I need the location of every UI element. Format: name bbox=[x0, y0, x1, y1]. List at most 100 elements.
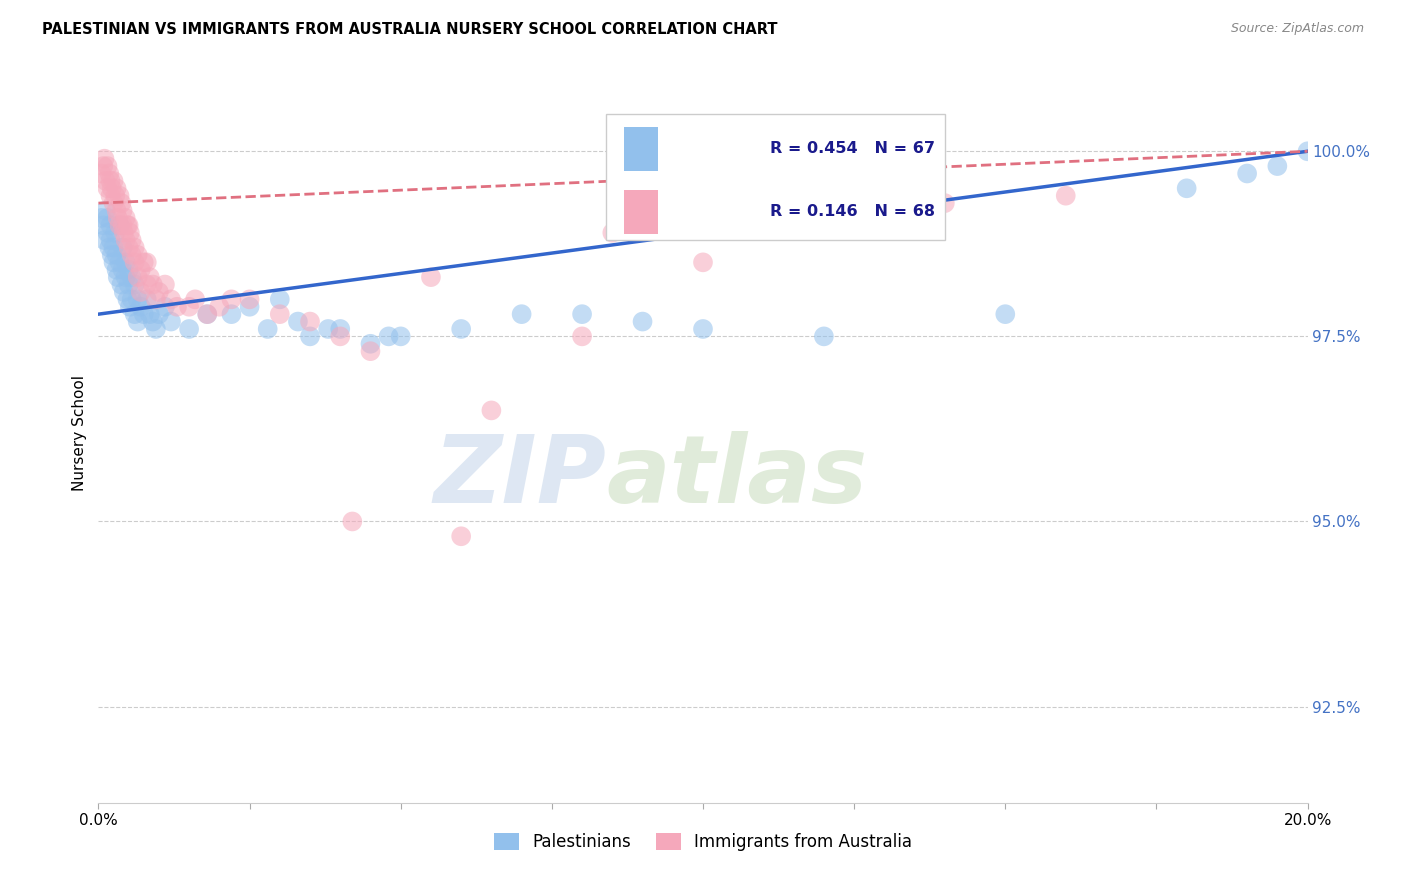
Text: Source: ZipAtlas.com: Source: ZipAtlas.com bbox=[1230, 22, 1364, 36]
Point bbox=[221, 293, 243, 307]
Point bbox=[1175, 181, 1198, 195]
Point bbox=[129, 285, 152, 299]
Point bbox=[100, 181, 122, 195]
Point bbox=[96, 181, 118, 195]
Point bbox=[692, 322, 714, 336]
Point bbox=[105, 203, 128, 218]
Point bbox=[121, 248, 143, 262]
Bar bbox=[624, 190, 658, 234]
Point bbox=[129, 262, 152, 277]
Point bbox=[239, 300, 262, 314]
Point bbox=[111, 262, 134, 277]
Point bbox=[114, 233, 136, 247]
Point bbox=[118, 300, 141, 314]
Point bbox=[114, 270, 136, 285]
Point bbox=[114, 211, 136, 225]
Point bbox=[139, 307, 162, 321]
Point bbox=[127, 315, 149, 329]
Point bbox=[1296, 145, 1319, 159]
Point bbox=[90, 167, 112, 181]
Point bbox=[108, 219, 131, 233]
Point bbox=[96, 159, 118, 173]
Point bbox=[121, 233, 143, 247]
Bar bbox=[624, 127, 658, 171]
Point bbox=[299, 329, 322, 343]
Point bbox=[111, 241, 134, 255]
Point bbox=[571, 329, 593, 343]
Point bbox=[135, 277, 157, 292]
Point bbox=[108, 255, 131, 269]
Point bbox=[103, 174, 125, 188]
Point bbox=[692, 255, 714, 269]
Point bbox=[94, 174, 117, 188]
Point bbox=[108, 219, 131, 233]
Point bbox=[124, 255, 146, 269]
Point bbox=[1267, 159, 1289, 173]
Point bbox=[103, 241, 125, 255]
Point bbox=[148, 285, 170, 299]
Point bbox=[103, 255, 125, 269]
Point bbox=[208, 300, 231, 314]
Point bbox=[360, 344, 382, 359]
Point bbox=[360, 336, 382, 351]
Y-axis label: Nursery School: Nursery School bbox=[72, 375, 87, 491]
Point bbox=[100, 248, 122, 262]
Point bbox=[124, 241, 146, 255]
Point bbox=[145, 322, 167, 336]
Point bbox=[184, 293, 207, 307]
Point bbox=[107, 270, 129, 285]
Point bbox=[239, 293, 262, 307]
Point bbox=[118, 219, 141, 233]
Point bbox=[91, 219, 114, 233]
FancyBboxPatch shape bbox=[606, 114, 945, 240]
Text: R = 0.146   N = 68: R = 0.146 N = 68 bbox=[769, 203, 935, 219]
Point bbox=[299, 315, 322, 329]
Point bbox=[1054, 188, 1077, 202]
Point bbox=[631, 315, 654, 329]
Point bbox=[94, 203, 117, 218]
Point bbox=[153, 300, 176, 314]
Point bbox=[723, 211, 745, 225]
Point bbox=[450, 322, 472, 336]
Point bbox=[179, 300, 201, 314]
Point bbox=[377, 329, 399, 343]
Point bbox=[571, 307, 593, 321]
Point bbox=[813, 329, 835, 343]
Point bbox=[124, 307, 146, 321]
Point bbox=[118, 277, 141, 292]
Point bbox=[132, 255, 155, 269]
Point bbox=[179, 322, 201, 336]
Point bbox=[112, 285, 135, 299]
Point bbox=[420, 270, 443, 285]
Point bbox=[110, 277, 132, 292]
Text: R = 0.454   N = 67: R = 0.454 N = 67 bbox=[769, 141, 935, 156]
Point bbox=[111, 219, 134, 233]
Point bbox=[139, 270, 162, 285]
Point bbox=[135, 293, 157, 307]
Text: PALESTINIAN VS IMMIGRANTS FROM AUSTRALIA NURSERY SCHOOL CORRELATION CHART: PALESTINIAN VS IMMIGRANTS FROM AUSTRALIA… bbox=[42, 22, 778, 37]
Point bbox=[118, 262, 141, 277]
Point bbox=[112, 226, 135, 240]
Point bbox=[132, 307, 155, 321]
Point bbox=[100, 174, 122, 188]
Point bbox=[329, 329, 352, 343]
Point bbox=[105, 181, 128, 195]
Point bbox=[100, 233, 122, 247]
Point bbox=[98, 167, 121, 181]
Point bbox=[96, 211, 118, 225]
Point bbox=[104, 226, 127, 240]
Point bbox=[195, 307, 218, 321]
Point bbox=[450, 529, 472, 543]
Point bbox=[127, 270, 149, 285]
Point bbox=[160, 315, 183, 329]
Point bbox=[145, 293, 167, 307]
Point bbox=[114, 255, 136, 269]
Point bbox=[127, 293, 149, 307]
Point bbox=[118, 226, 141, 240]
Point bbox=[389, 329, 412, 343]
Point bbox=[256, 322, 278, 336]
Point bbox=[91, 159, 114, 173]
Point bbox=[93, 233, 115, 247]
Point bbox=[142, 315, 165, 329]
Point bbox=[117, 293, 139, 307]
